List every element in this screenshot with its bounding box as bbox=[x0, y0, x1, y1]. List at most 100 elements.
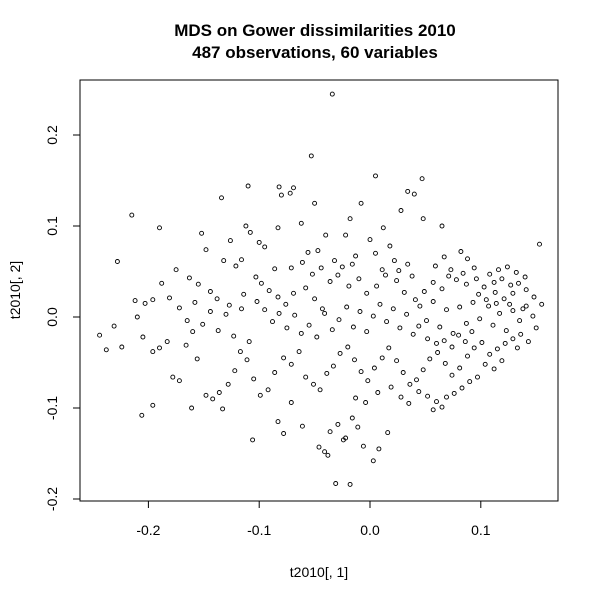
data-point bbox=[398, 208, 404, 213]
data-point bbox=[299, 259, 305, 265]
data-point bbox=[391, 258, 397, 264]
data-point bbox=[231, 333, 237, 339]
data-point bbox=[239, 257, 244, 263]
data-point bbox=[388, 384, 394, 390]
data-point bbox=[365, 378, 371, 384]
data-point bbox=[355, 424, 361, 430]
data-point bbox=[434, 340, 439, 346]
data-point bbox=[508, 282, 514, 288]
data-point bbox=[349, 261, 355, 267]
data-point bbox=[434, 399, 439, 405]
data-point bbox=[353, 395, 359, 401]
data-point bbox=[207, 289, 213, 294]
data-point bbox=[111, 323, 117, 329]
chart-subtitle: 487 observations, 60 variables bbox=[192, 43, 438, 62]
y-tick-label: -0.2 bbox=[44, 487, 60, 511]
data-point bbox=[186, 275, 192, 281]
data-point bbox=[200, 321, 206, 327]
data-point bbox=[254, 299, 260, 304]
data-point bbox=[233, 263, 239, 269]
data-point bbox=[306, 322, 312, 328]
data-point bbox=[296, 349, 302, 355]
data-point bbox=[405, 261, 411, 267]
data-point bbox=[492, 289, 498, 295]
y-tick-label: 0.2 bbox=[44, 125, 60, 145]
data-point bbox=[164, 339, 170, 345]
data-point bbox=[420, 367, 426, 373]
data-point bbox=[364, 329, 370, 335]
data-point bbox=[132, 298, 138, 304]
data-point bbox=[299, 423, 305, 429]
x-tick-label: 0.0 bbox=[360, 522, 380, 538]
data-point bbox=[493, 300, 499, 306]
data-point bbox=[442, 360, 448, 366]
data-point bbox=[409, 273, 415, 279]
data-point bbox=[417, 303, 423, 309]
data-point bbox=[373, 250, 378, 256]
data-point bbox=[266, 288, 272, 294]
data-point bbox=[189, 405, 195, 411]
data-point bbox=[460, 270, 466, 276]
data-point bbox=[157, 345, 162, 351]
data-point bbox=[322, 310, 328, 316]
data-point bbox=[525, 339, 531, 345]
data-point bbox=[379, 267, 385, 273]
data-point bbox=[439, 404, 445, 410]
data-point bbox=[322, 449, 328, 455]
data-point bbox=[427, 356, 433, 362]
data-point bbox=[425, 393, 431, 399]
data-point bbox=[444, 394, 449, 400]
data-point bbox=[383, 272, 388, 278]
data-point bbox=[203, 247, 209, 253]
data-point bbox=[421, 289, 427, 294]
data-point bbox=[430, 279, 436, 285]
data-point bbox=[312, 296, 318, 302]
data-point bbox=[350, 324, 356, 330]
data-point bbox=[487, 271, 493, 277]
data-point bbox=[398, 394, 404, 400]
data-point bbox=[150, 297, 156, 303]
data-point bbox=[170, 374, 176, 380]
data-point bbox=[324, 370, 330, 376]
data-point bbox=[504, 264, 510, 270]
data-point bbox=[167, 295, 172, 301]
data-point bbox=[502, 340, 508, 346]
y-tick-label: 0.0 bbox=[44, 307, 60, 327]
data-point bbox=[288, 361, 294, 367]
data-point bbox=[142, 300, 148, 306]
data-point bbox=[139, 412, 145, 418]
data-point bbox=[281, 431, 287, 436]
data-point bbox=[225, 381, 231, 387]
data-point bbox=[335, 272, 341, 278]
data-point bbox=[411, 191, 417, 197]
x-tick-label: -0.2 bbox=[136, 522, 160, 538]
data-point bbox=[386, 345, 392, 351]
data-point bbox=[463, 320, 469, 326]
data-point bbox=[376, 446, 382, 452]
data-point bbox=[140, 334, 146, 340]
data-point bbox=[373, 173, 378, 179]
data-point bbox=[303, 285, 309, 291]
data-point bbox=[329, 91, 335, 97]
y-axis: -0.2 -0.1 0.0 0.1 0.2 bbox=[44, 125, 81, 511]
data-point bbox=[430, 407, 436, 413]
data-point bbox=[390, 306, 396, 312]
data-point bbox=[119, 344, 125, 350]
data-point bbox=[432, 263, 438, 269]
y-axis-label: t2010[, 2] bbox=[7, 261, 23, 319]
data-point bbox=[327, 429, 333, 435]
data-point bbox=[210, 396, 216, 402]
data-point bbox=[449, 372, 455, 378]
data-point bbox=[471, 265, 477, 271]
data-point bbox=[315, 248, 321, 254]
data-point bbox=[453, 277, 459, 283]
data-point bbox=[219, 195, 224, 201]
data-point bbox=[507, 301, 513, 307]
data-point bbox=[258, 280, 264, 286]
data-point bbox=[253, 274, 259, 280]
data-point bbox=[291, 185, 296, 191]
data-point bbox=[510, 336, 516, 342]
data-point bbox=[407, 381, 413, 387]
data-point bbox=[278, 192, 284, 198]
